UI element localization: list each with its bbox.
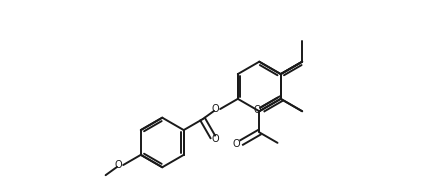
Text: O: O <box>233 139 241 149</box>
Text: O: O <box>254 105 262 115</box>
Text: O: O <box>211 104 219 114</box>
Text: O: O <box>114 161 122 170</box>
Text: O: O <box>212 134 220 144</box>
